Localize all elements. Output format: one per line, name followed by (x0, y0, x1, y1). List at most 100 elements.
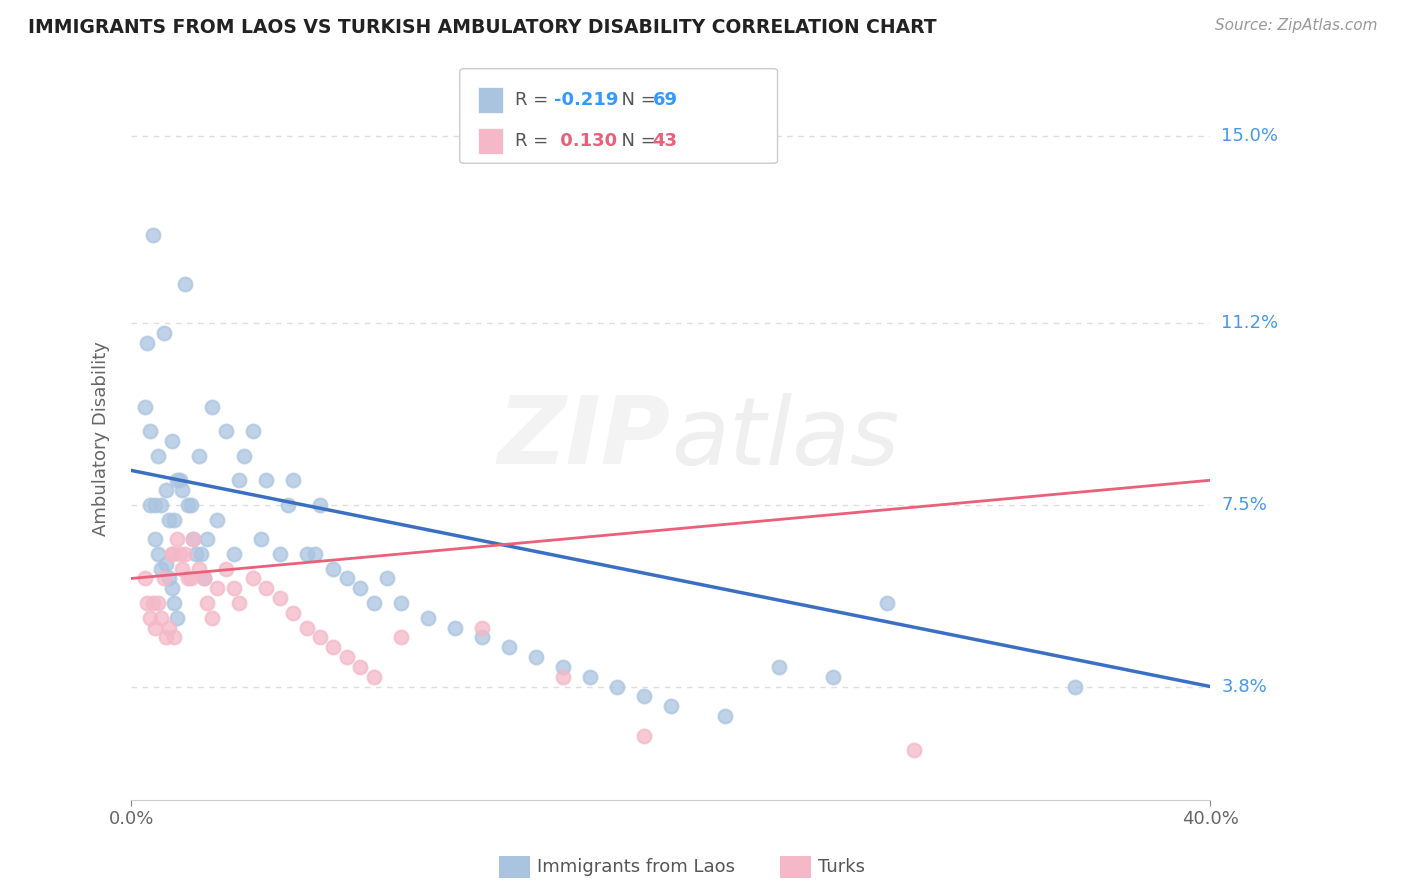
Point (146, 596, 169, 610)
Point (149, 611, 172, 625)
Point (444, 621, 467, 635)
Point (336, 650, 359, 665)
Text: 7.5%: 7.5% (1222, 496, 1267, 514)
Text: 43: 43 (652, 132, 678, 150)
Point (166, 532, 188, 546)
Point (160, 547, 183, 561)
Point (190, 547, 212, 561)
Point (416, 611, 439, 625)
Point (821, 670, 844, 684)
Point (187, 562, 209, 576)
Point (242, 424, 264, 438)
Point (193, 572, 215, 586)
Point (166, 611, 188, 625)
Point (228, 596, 250, 610)
Point (471, 621, 494, 635)
Point (174, 547, 197, 561)
Point (524, 650, 547, 665)
Point (142, 596, 165, 610)
Point (336, 572, 359, 586)
Point (149, 562, 172, 576)
Point (146, 449, 169, 463)
Point (768, 660, 790, 674)
Point (142, 227, 165, 242)
Point (157, 572, 180, 586)
Text: 11.2%: 11.2% (1222, 314, 1278, 332)
Point (233, 449, 256, 463)
Point (152, 326, 174, 340)
Point (1064, 680, 1087, 694)
Y-axis label: Ambulatory Disability: Ambulatory Disability (93, 341, 110, 536)
Point (389, 596, 412, 610)
Point (157, 512, 180, 526)
Text: N =: N = (610, 132, 662, 150)
Point (155, 483, 177, 497)
Point (228, 473, 250, 487)
Point (309, 498, 332, 512)
Point (295, 621, 318, 635)
Point (876, 596, 898, 610)
Text: 15.0%: 15.0% (1222, 128, 1278, 145)
Point (363, 596, 385, 610)
Point (377, 572, 399, 586)
Text: 69: 69 (652, 91, 678, 109)
Point (349, 660, 371, 674)
Point (177, 498, 200, 512)
Text: atlas: atlas (671, 393, 898, 484)
Point (149, 498, 172, 512)
Point (174, 277, 197, 291)
Text: Turks: Turks (818, 858, 865, 876)
Point (195, 532, 218, 546)
Text: -0.219: -0.219 (554, 91, 619, 109)
Point (277, 498, 299, 512)
Point (269, 547, 291, 561)
Point (304, 547, 326, 561)
Point (180, 572, 202, 586)
Point (160, 547, 183, 561)
Text: N =: N = (610, 91, 662, 109)
Point (207, 582, 229, 596)
Point (214, 562, 236, 576)
Point (713, 709, 735, 723)
Point (222, 582, 245, 596)
Point (254, 582, 277, 596)
Point (242, 572, 264, 586)
Point (633, 729, 655, 743)
Point (169, 547, 191, 561)
Point (139, 498, 162, 512)
Point (160, 582, 183, 596)
Point (155, 557, 177, 571)
Point (195, 596, 218, 610)
Point (169, 473, 191, 487)
Point (139, 611, 162, 625)
Point (155, 631, 177, 645)
Point (659, 699, 682, 714)
Point (134, 400, 156, 414)
Point (181, 532, 204, 546)
Point (187, 449, 209, 463)
Point (166, 473, 188, 487)
Text: R =: R = (515, 91, 554, 109)
Text: R =: R = (515, 132, 554, 150)
Point (145, 532, 167, 546)
Text: 3.8%: 3.8% (1222, 678, 1267, 696)
Point (322, 562, 344, 576)
Point (181, 532, 204, 546)
Point (145, 498, 167, 512)
Text: 0.130: 0.130 (554, 132, 617, 150)
Point (309, 631, 332, 645)
Point (136, 335, 159, 350)
Point (254, 473, 277, 487)
Point (551, 670, 574, 684)
Point (214, 424, 236, 438)
Point (389, 631, 412, 645)
Point (281, 473, 304, 487)
Point (578, 670, 600, 684)
Point (322, 640, 344, 655)
Point (903, 743, 925, 757)
Point (193, 572, 215, 586)
Text: Source: ZipAtlas.com: Source: ZipAtlas.com (1215, 18, 1378, 33)
Point (180, 498, 202, 512)
Point (201, 611, 224, 625)
Point (201, 400, 224, 414)
